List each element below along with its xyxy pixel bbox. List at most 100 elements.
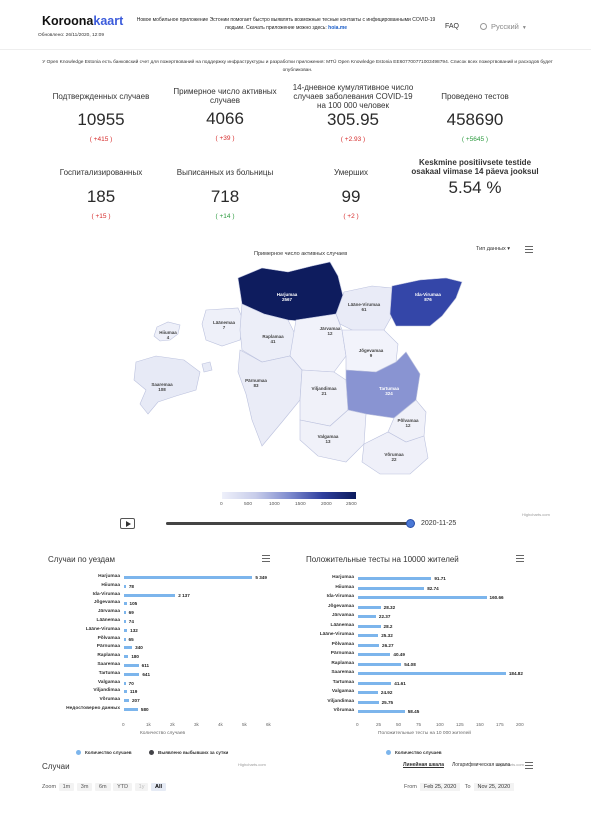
faq-link[interactable]: FAQ: [445, 23, 460, 30]
stat-value: 5.54 %: [448, 178, 502, 197]
from-date-input[interactable]: Feb 25, 2020: [419, 783, 461, 791]
county-chart-menu-icon[interactable]: [262, 555, 270, 562]
bar[interactable]: [358, 615, 376, 618]
bar-label: Lääne-Virumaa: [319, 632, 354, 637]
stat-label: Проведено тестов: [441, 92, 509, 101]
bar[interactable]: [124, 672, 140, 676]
bar[interactable]: [124, 699, 129, 703]
bar[interactable]: [358, 710, 405, 713]
stat-delta: ( +5645 ): [461, 136, 489, 143]
cases-chart-menu-icon[interactable]: [525, 762, 533, 769]
zoom-3m-button[interactable]: 3m: [76, 783, 93, 791]
stat-label: Подтвержденных случаев: [52, 92, 150, 101]
slider-handle[interactable]: [406, 519, 415, 528]
axis-tick: 50: [396, 722, 402, 727]
bar[interactable]: [124, 655, 129, 659]
map-region-name: Võrumaa: [384, 452, 404, 457]
bar[interactable]: [358, 624, 381, 628]
stat-label: 14-дневное кумулятивное число случаев за…: [292, 83, 414, 110]
bar[interactable]: [124, 664, 139, 667]
bar[interactable]: [358, 653, 391, 656]
bar-label: Viljandimaa: [93, 688, 120, 694]
bar[interactable]: [358, 586, 425, 590]
language-selector[interactable]: Русский ▼: [480, 22, 527, 31]
bar[interactable]: [124, 576, 253, 579]
bar[interactable]: [124, 681, 126, 685]
tests-chart-menu-icon[interactable]: [516, 555, 524, 562]
to-date-input[interactable]: Nov 25, 2020: [473, 783, 515, 791]
stat-active: Примерное число активных случаев 4066 ( …: [160, 87, 290, 142]
map-label: Valgamaa 13: [318, 434, 339, 444]
legend-cases[interactable]: Количество случаев: [76, 750, 132, 755]
bar-value-label: 54.08: [404, 661, 416, 667]
bar-label: Pärnumaa: [96, 644, 120, 650]
zoom-all-button[interactable]: All: [150, 783, 167, 791]
bar-value-label: 58.45: [407, 709, 420, 714]
bar[interactable]: [358, 577, 432, 580]
bar[interactable]: [124, 593, 176, 597]
bar[interactable]: [358, 672, 506, 675]
bar-label: Недостоверно данных: [66, 706, 120, 711]
bar[interactable]: [124, 611, 126, 615]
bar-value-label: 119: [129, 689, 138, 695]
zoom-ytd-button[interactable]: YTD: [113, 783, 133, 791]
bar-value-label: 26.27: [382, 642, 394, 648]
stat-deaths: Умерших 99 ( +2 ): [286, 168, 416, 220]
slider-fill: [166, 522, 408, 525]
zoom-6m-button[interactable]: 6m: [94, 783, 111, 791]
play-button[interactable]: [120, 518, 135, 529]
map-label: Põlvamaa 12: [397, 418, 419, 428]
map-color-legend: [222, 492, 356, 499]
bar[interactable]: [124, 646, 133, 650]
map-label: Tartumaa 324: [379, 386, 399, 396]
data-type-dropdown[interactable]: Тип данных ▾: [476, 246, 511, 252]
bar[interactable]: [124, 620, 126, 623]
bar[interactable]: [358, 596, 487, 599]
bar-label: Valgamaa: [331, 689, 354, 694]
stat-value: 185: [86, 187, 116, 206]
zoom-1y-button[interactable]: 1y: [134, 783, 149, 791]
stat-label: Keskmine positiivsete testide osakaal vi…: [411, 158, 539, 176]
map-region-value: 2567: [282, 297, 293, 302]
bar[interactable]: [358, 700, 379, 704]
region-laanemaa: [201, 307, 245, 347]
bar[interactable]: [358, 681, 392, 685]
tests-axis-title: Положительные тесты на 10 000 жителей: [378, 731, 471, 736]
logo[interactable]: Koroonakaart: [42, 14, 123, 28]
bar-value-label: 184.82: [508, 671, 523, 676]
bar[interactable]: [358, 643, 380, 647]
bar[interactable]: [358, 691, 378, 694]
bar-value-label: 69: [128, 610, 134, 616]
bar-label: Hiiumaa: [101, 582, 120, 588]
bar[interactable]: [124, 637, 126, 641]
bar[interactable]: [124, 584, 126, 588]
map-label: Lääne-Virumaa 61: [348, 302, 381, 312]
axis-tick: 2k: [170, 722, 175, 727]
zoom-1m-button[interactable]: 1m: [58, 783, 75, 791]
stat-delta: ( +15 ): [91, 213, 111, 220]
bar[interactable]: [124, 602, 127, 606]
bar[interactable]: [358, 634, 379, 637]
bar[interactable]: [358, 605, 381, 609]
bar-value-label: 91.71: [434, 576, 446, 581]
log-scale-option[interactable]: Логарифмическая шкала: [452, 762, 511, 768]
stat-hospitalized: Госпитализированных 185 ( +15 ): [36, 168, 166, 220]
legend-tests[interactable]: Количество случаев: [386, 750, 442, 755]
bar[interactable]: [358, 662, 402, 666]
bar[interactable]: [124, 628, 128, 632]
stat-value: 99: [341, 187, 361, 206]
bar[interactable]: [124, 690, 127, 694]
stat-positivity: Keskmine positiivsete testide osakaal vi…: [410, 158, 540, 198]
linear-scale-option[interactable]: Линейная шкала: [403, 762, 444, 768]
hoia-link[interactable]: hoia.me: [328, 25, 348, 31]
map-menu-icon[interactable]: [525, 246, 533, 253]
region-saaremaa: [133, 355, 201, 415]
legend-recovered[interactable]: Выявлено выбывших за сутки: [149, 750, 228, 755]
map-label: Viljandimaa 21: [312, 386, 337, 396]
date-slider[interactable]: [166, 522, 410, 525]
bar-label: Valgamaa: [97, 679, 120, 685]
bar[interactable]: [124, 708, 138, 711]
axis-tick: 175: [496, 722, 504, 727]
tests-credit: Highcharts.com: [496, 762, 524, 767]
